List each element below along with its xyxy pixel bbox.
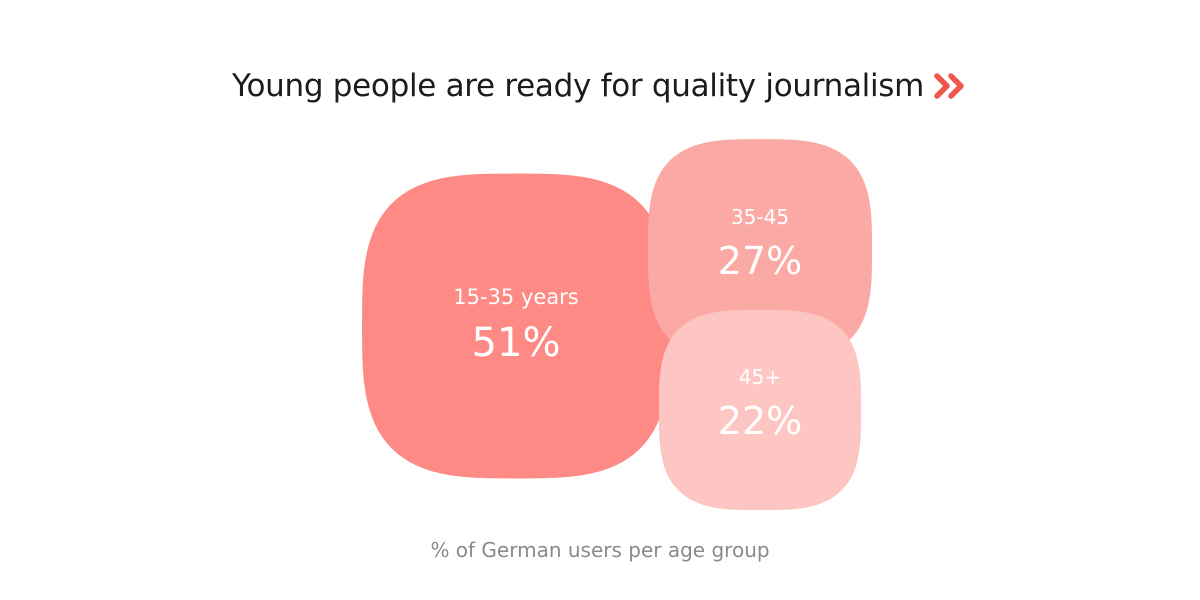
bubble-value: 51% bbox=[472, 320, 561, 366]
bubble-15-35-years: 15-35 years 51% bbox=[362, 173, 670, 479]
bubble-shape bbox=[658, 309, 862, 511]
bubble-label: 15-35 years bbox=[453, 285, 579, 309]
bubble-value: 27% bbox=[718, 239, 802, 283]
chart-title-row: Young people are ready for quality journ… bbox=[0, 68, 1200, 104]
bubble-label: 45+ bbox=[739, 365, 781, 389]
bubble-45: 45+22% bbox=[658, 309, 862, 511]
chart-caption: % of German users per age group bbox=[430, 538, 770, 562]
bubble-value: 22% bbox=[718, 399, 802, 443]
double-chevron-right-icon bbox=[934, 73, 964, 99]
bubble-label: 35-45 bbox=[731, 205, 789, 229]
bubble-shape bbox=[647, 139, 873, 361]
bubble-shape bbox=[362, 173, 670, 479]
chart-title: Young people are ready for quality journ… bbox=[231, 68, 925, 104]
bubble-35-45: 35-45 27% bbox=[647, 139, 873, 361]
